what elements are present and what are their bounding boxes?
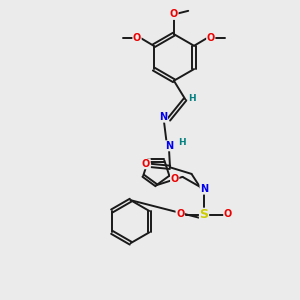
Text: H: H (188, 94, 196, 103)
Text: N: N (165, 141, 173, 151)
Text: S: S (200, 208, 208, 221)
Text: O: O (133, 33, 141, 43)
Text: N: N (200, 184, 208, 194)
Text: O: O (224, 209, 232, 219)
Text: O: O (176, 209, 184, 219)
Text: O: O (171, 174, 179, 184)
Text: N: N (159, 112, 167, 122)
Text: O: O (170, 9, 178, 20)
Text: O: O (207, 33, 215, 43)
Text: O: O (142, 159, 150, 169)
Text: H: H (178, 138, 186, 147)
